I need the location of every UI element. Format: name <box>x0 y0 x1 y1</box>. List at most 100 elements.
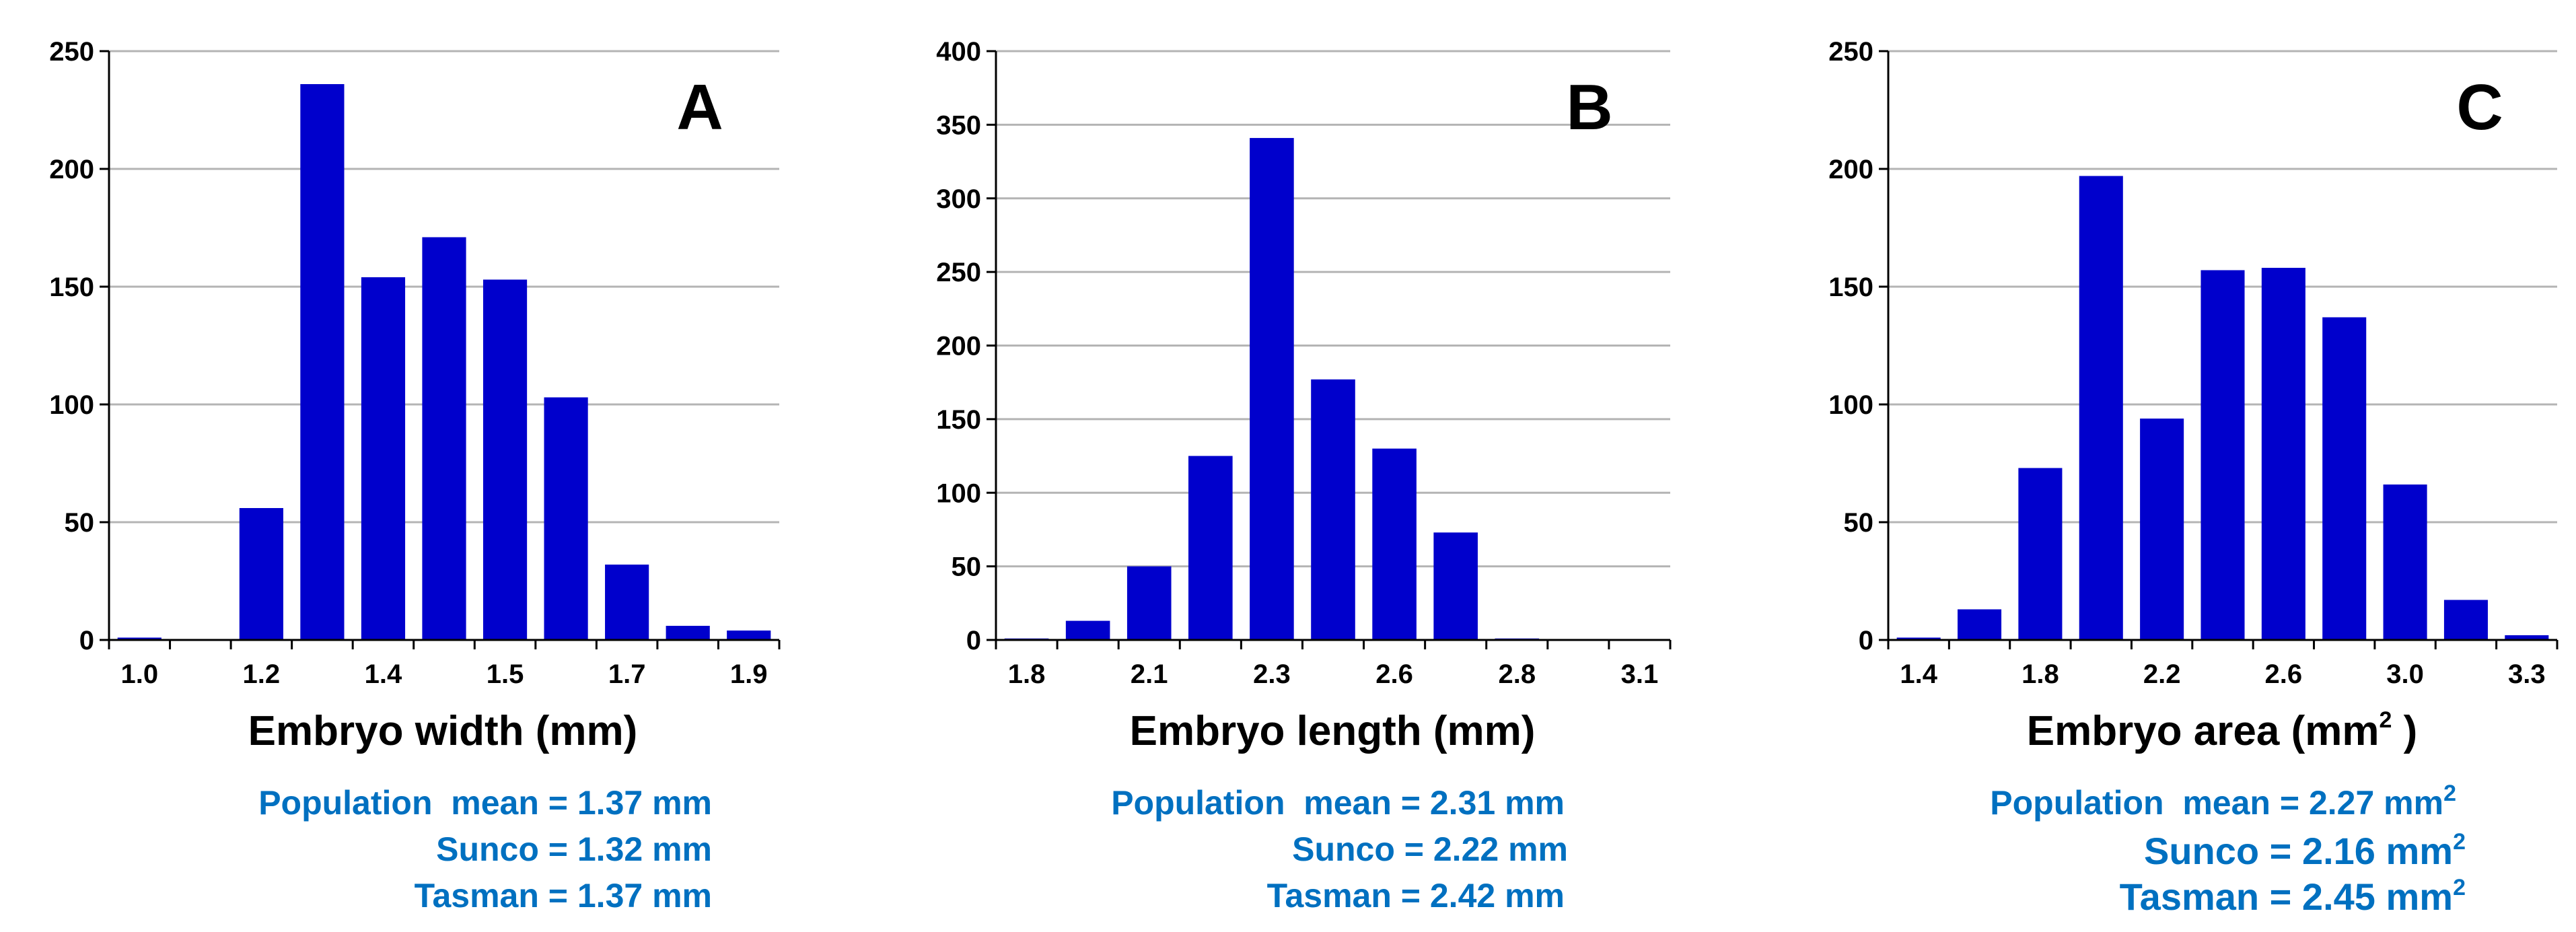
panel-a-bar <box>666 626 710 640</box>
panel-c-bar <box>2140 419 2184 640</box>
panel-c-x-axis-label-superscript: 2 <box>2379 707 2392 733</box>
panel-a: 0 50 100 150 200 250 1.0 1.2 1.4 1.5 1.7 1.9 A Emb… <box>49 37 781 915</box>
panel-b-bars <box>1004 138 1540 640</box>
panel-b-y-tick-label: 100 <box>936 478 981 508</box>
panel-b-x-tick-label: 3.1 <box>1621 659 1659 689</box>
panel-b-y-tick-label: 150 <box>936 405 981 435</box>
panel-a-y-tick-label: 100 <box>49 390 94 420</box>
panel-c-bar <box>2261 268 2305 640</box>
panel-a-label: A <box>676 71 723 143</box>
panel-c-population-mean: Population mean = 2.27 mm2 <box>1990 781 2456 822</box>
panel-a-population-mean: Population mean = 1.37 mm <box>258 784 712 822</box>
panel-c-bar <box>2322 317 2367 640</box>
panel-c-label: C <box>2456 71 2503 143</box>
panel-c-bar <box>2505 635 2549 640</box>
panel-a-y-tick-label: 150 <box>49 273 94 302</box>
panel-b-x-tick-label: 2.1 <box>1131 659 1168 689</box>
panel-a-bar <box>482 279 528 640</box>
panel-a-tasman-mean: Tasman = 1.37 mm <box>415 877 712 915</box>
panel-c-y-tick-label: 150 <box>1828 273 1873 302</box>
panel-c-tasman-mean-superscript: 2 <box>2453 875 2466 900</box>
panel-b-x-ticks: 1.8 2.1 2.3 2.6 2.8 3.1 <box>995 640 1672 689</box>
panel-c-population-mean-superscript: 2 <box>2443 781 2456 806</box>
panel-c-x-tick-label: 3.3 <box>2508 659 2546 689</box>
panel-c-population-mean-text: Population mean = 2.27 mm <box>1990 784 2443 822</box>
panel-c-tasman-mean-text: Tasman = 2.45 mm <box>2120 875 2453 918</box>
panel-a-bar <box>544 397 588 640</box>
panel-c-x-tick-label: 2.2 <box>2143 659 2181 689</box>
panel-a-bar <box>117 637 162 640</box>
panel-c-sunco-mean-superscript: 2 <box>2453 829 2466 855</box>
panel-c-axes <box>1887 51 2557 641</box>
panel-c-y-tick-label: 0 <box>1859 626 1873 655</box>
panel-a-bars <box>117 84 771 640</box>
panel-c-bar <box>2383 485 2427 640</box>
panel-a-sunco-mean: Sunco = 1.32 mm <box>436 830 712 868</box>
panel-a-bar <box>239 508 283 640</box>
panel-b-bar <box>1126 566 1172 640</box>
panel-b-y-tick-label: 0 <box>966 626 981 655</box>
panel-c-y-tick-label: 100 <box>1828 390 1873 420</box>
panel-b-x-tick-label: 2.3 <box>1253 659 1291 689</box>
panel-b-label: B <box>1566 71 1612 143</box>
panel-b-y-tick-label: 50 <box>952 552 982 582</box>
panel-c-sunco-mean-text: Sunco = 2.16 mm <box>2144 830 2453 872</box>
panel-a-y-tick-label: 200 <box>49 155 94 184</box>
panel-b-y-tick-label: 350 <box>936 110 981 140</box>
panel-b-y-tick-label: 250 <box>936 258 981 287</box>
panel-a-x-axis-label: Embryo width (mm) <box>248 708 638 754</box>
panel-a-axes <box>108 51 779 641</box>
panel-b: 0 50 100 150 200 250 300 350 400 1.8 2.1 2.3 2.6 2.8… <box>936 37 1672 915</box>
panel-c-y-tick-label: 50 <box>1844 508 1874 538</box>
panel-b-x-tick-label: 2.6 <box>1375 659 1413 689</box>
panel-a-y-tick-label: 250 <box>49 37 94 67</box>
panel-b-y-tick-label: 200 <box>936 332 981 361</box>
panel-a-y-ticks: 0 50 100 150 200 250 <box>49 37 109 655</box>
panel-b-y-tick-label: 400 <box>936 37 981 67</box>
panel-c-tasman-mean: Tasman = 2.45 mm2 <box>2120 875 2466 918</box>
panel-a-x-tick-label: 1.4 <box>365 659 402 689</box>
panel-c-sunco-mean: Sunco = 2.16 mm2 <box>2144 829 2466 872</box>
panel-b-bar <box>1065 620 1110 640</box>
panel-b-y-ticks: 0 50 100 150 200 250 300 350 400 <box>936 37 996 655</box>
panel-c-x-axis-label-suffix: ) <box>2392 708 2417 754</box>
panel-a-x-ticks: 1.0 1.2 1.4 1.5 1.7 1.9 <box>108 640 781 689</box>
panel-c-bar <box>2079 176 2123 640</box>
panel-a-x-tick-label: 1.7 <box>608 659 646 689</box>
panel-b-x-tick-label: 1.8 <box>1008 659 1046 689</box>
panel-c-bar <box>2201 270 2245 640</box>
panel-b-bar <box>1311 379 1355 640</box>
panel-c-x-ticks: 1.4 1.8 2.2 2.6 3.0 3.3 <box>1887 640 2559 689</box>
panel-a-bar <box>727 631 771 640</box>
panel-b-x-axis-label: Embryo length (mm) <box>1130 708 1536 754</box>
panel-c-x-tick-label: 1.4 <box>1900 659 1937 689</box>
panel-a-bar <box>361 277 406 640</box>
panel-b-population-mean: Population mean = 2.31 mm <box>1111 784 1565 822</box>
panel-c-x-axis-label: Embryo area (mm2 ) <box>2027 707 2418 754</box>
panel-c-x-tick-label: 2.6 <box>2265 659 2303 689</box>
panel-a-y-tick-label: 0 <box>79 626 94 655</box>
panel-b-bar <box>1188 456 1233 640</box>
panel-c-y-ticks: 0 50 100 150 200 250 <box>1828 37 1888 655</box>
panel-c-bars <box>1896 176 2549 640</box>
panel-a-x-tick-label: 1.0 <box>120 659 158 689</box>
panel-b-bar <box>1250 138 1294 640</box>
panel-b-y-tick-label: 300 <box>936 184 981 214</box>
panel-a-x-tick-label: 1.5 <box>487 659 524 689</box>
panel-c-bar <box>1958 609 2002 640</box>
panel-c-x-axis-label-main: Embryo area (mm <box>2027 708 2380 754</box>
panel-c-y-tick-label: 200 <box>1828 155 1873 184</box>
panel-b-tasman-mean: Tasman = 2.42 mm <box>1267 877 1565 915</box>
panel-c-bar <box>2443 600 2488 640</box>
panel-a-bar <box>422 237 466 640</box>
panel-c-x-tick-label: 3.0 <box>2386 659 2424 689</box>
panel-a-bar <box>300 84 345 640</box>
panel-a-x-tick-label: 1.2 <box>243 659 281 689</box>
panel-b-bar <box>1433 532 1478 640</box>
panel-c-bar <box>1896 637 1941 640</box>
panel-a-bar <box>605 565 649 640</box>
panel-c-x-tick-label: 1.8 <box>2022 659 2059 689</box>
panel-a-x-tick-label: 1.9 <box>730 659 768 689</box>
panel-b-bar <box>1372 448 1417 640</box>
panel-c: 0 50 100 150 200 250 1.4 1.8 2.2 2.6 3.0 3.3 C Emb… <box>1828 37 2559 918</box>
